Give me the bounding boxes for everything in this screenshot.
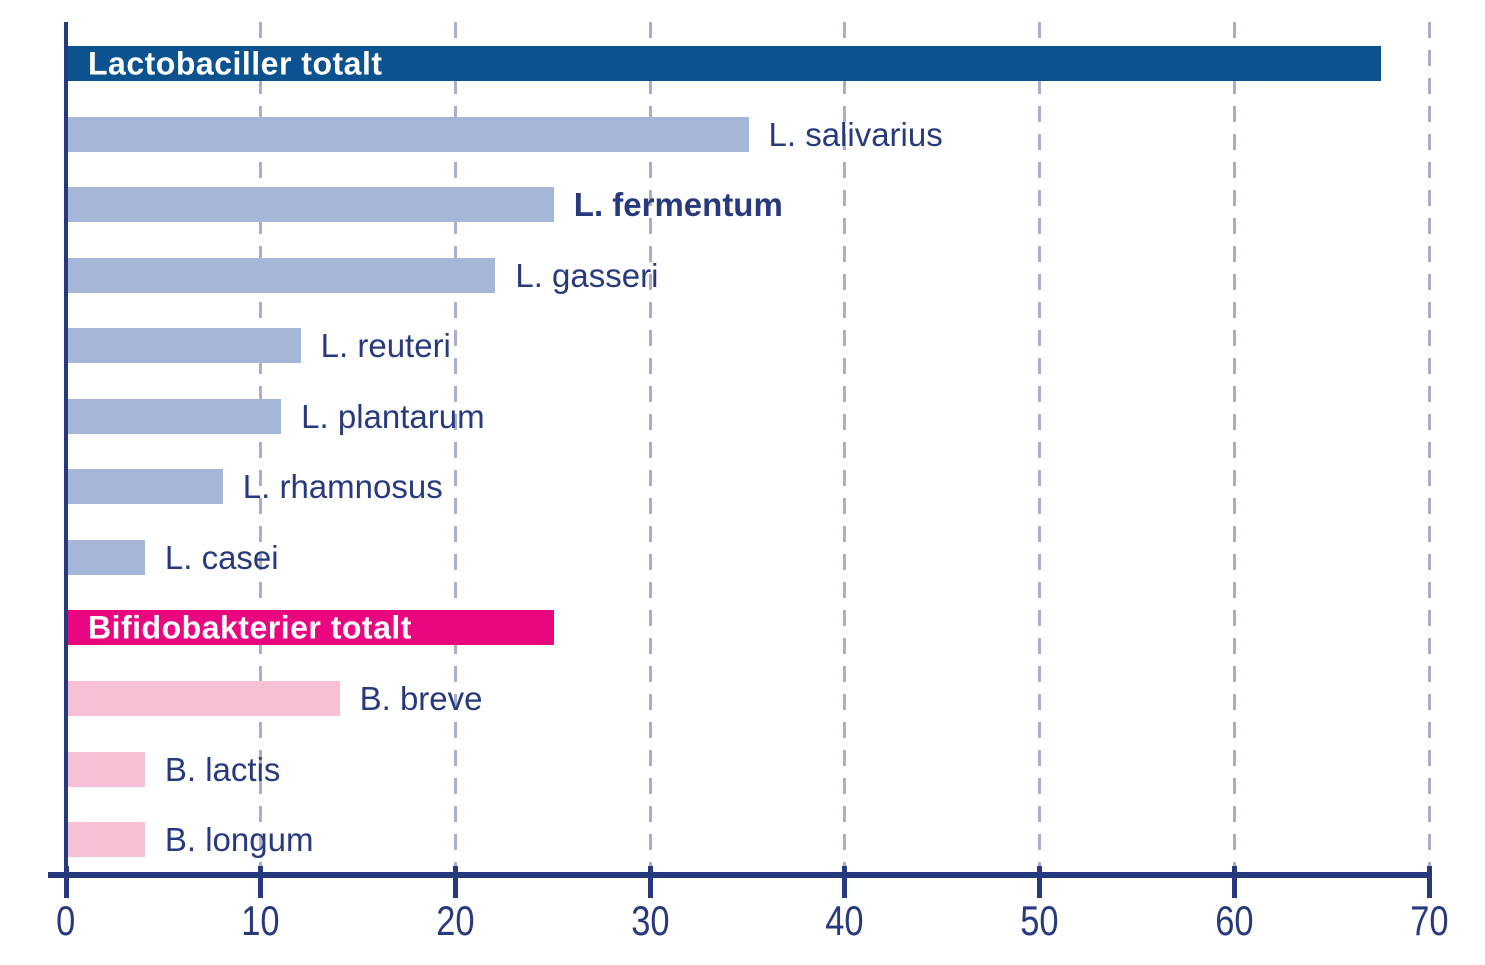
x-tick-30 bbox=[647, 866, 653, 898]
bar-b-lactis bbox=[67, 752, 145, 787]
y-axis bbox=[64, 22, 68, 872]
gridline-10 bbox=[259, 22, 263, 872]
bar-label: Bifidobakterier totalt bbox=[88, 609, 412, 645]
x-tick-0 bbox=[63, 866, 69, 898]
bar-label: L. reuteri bbox=[320, 326, 451, 364]
x-tick-10 bbox=[258, 866, 264, 898]
bar-label: L. casei bbox=[164, 538, 279, 576]
bar-l-reuteri bbox=[67, 328, 301, 363]
x-tick-40 bbox=[842, 866, 848, 898]
bar-b-longum bbox=[67, 822, 145, 857]
x-tick-label-70: 70 bbox=[1389, 897, 1469, 944]
gridline-30 bbox=[648, 22, 652, 872]
bar-label: L. salivarius bbox=[768, 115, 943, 153]
bar-label: B. breve bbox=[359, 679, 483, 717]
gridline-50 bbox=[1038, 22, 1042, 872]
bar-lactobaciller-totalt: Lactobaciller totalt bbox=[67, 45, 1382, 81]
x-axis bbox=[48, 872, 1432, 878]
x-tick-label-60: 60 bbox=[1194, 897, 1274, 944]
bar-l-fermentum bbox=[67, 187, 554, 222]
gridline-20 bbox=[453, 22, 457, 872]
bar-label: L. rhamnosus bbox=[242, 467, 443, 505]
x-tick-label-text: 50 bbox=[1020, 897, 1059, 944]
bar-l-gasseri bbox=[67, 258, 496, 293]
x-tick-label-50: 50 bbox=[1000, 897, 1080, 944]
bar-l-casei bbox=[67, 540, 145, 575]
x-tick-label-10: 10 bbox=[221, 897, 301, 944]
bar-bifidobakterier-totalt: Bifidobakterier totalt bbox=[67, 609, 554, 645]
x-tick-60 bbox=[1231, 866, 1237, 898]
x-tick-label-text: 10 bbox=[241, 897, 280, 944]
bar-l-salivarius bbox=[67, 117, 749, 152]
x-tick-20 bbox=[452, 866, 458, 898]
bar-l-rhamnosus bbox=[67, 469, 223, 504]
x-tick-label-text: 60 bbox=[1215, 897, 1254, 944]
x-tick-label-0: 0 bbox=[26, 897, 106, 944]
bar-label: B. lactis bbox=[164, 750, 281, 788]
bar-label: L. fermentum bbox=[573, 185, 783, 223]
x-tick-50 bbox=[1037, 866, 1043, 898]
x-tick-label-text: 0 bbox=[56, 897, 76, 944]
bar-b-breve bbox=[67, 681, 340, 716]
x-tick-label-30: 30 bbox=[610, 897, 690, 944]
x-tick-label-text: 20 bbox=[436, 897, 475, 944]
x-tick-label-text: 70 bbox=[1409, 897, 1449, 944]
gridline-40 bbox=[843, 22, 847, 872]
x-tick-label-20: 20 bbox=[415, 897, 495, 944]
gridline-70 bbox=[1427, 22, 1431, 872]
x-tick-label-text: 40 bbox=[825, 897, 864, 944]
bar-label: L. plantarum bbox=[301, 397, 485, 435]
x-tick-label-40: 40 bbox=[805, 897, 885, 944]
x-tick-label-text: 30 bbox=[630, 897, 670, 944]
bar-label: L. gasseri bbox=[515, 256, 659, 294]
bar-l-plantarum bbox=[67, 399, 282, 434]
x-tick-70 bbox=[1426, 866, 1432, 898]
bar-label: Lactobaciller totalt bbox=[88, 45, 383, 81]
gridline-60 bbox=[1232, 22, 1236, 872]
bar-label: B. longum bbox=[164, 820, 314, 858]
